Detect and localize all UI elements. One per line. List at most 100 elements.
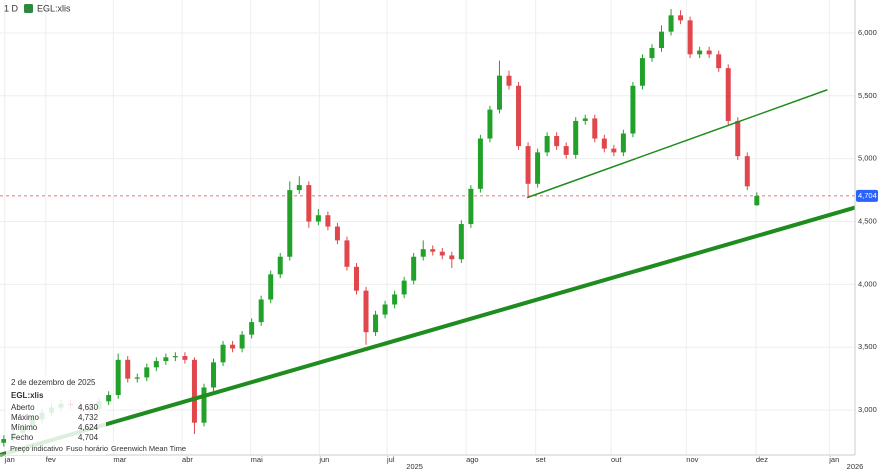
candle-body — [287, 190, 293, 257]
candle-body — [525, 146, 531, 184]
candle-body — [516, 85, 522, 147]
grid — [0, 0, 855, 455]
candle-body — [134, 377, 140, 379]
candle-body — [468, 188, 474, 225]
candle-body — [172, 356, 178, 358]
candle-body — [211, 362, 217, 388]
candle-body — [706, 50, 712, 55]
candle-body — [277, 256, 283, 275]
candle-body — [439, 251, 445, 256]
candle-body — [506, 75, 512, 86]
legend-label: Mínimo — [11, 423, 38, 432]
candle-body — [744, 156, 750, 187]
legend-value: 4,630 — [78, 403, 99, 412]
candle-body — [725, 68, 731, 121]
trend-line — [526, 89, 828, 199]
x-tick-label: ago — [466, 455, 479, 464]
candle-body — [401, 280, 407, 295]
x-tick-label: out — [611, 455, 622, 464]
candle-body — [249, 322, 255, 335]
x-tick-label: dez — [756, 455, 768, 464]
legend-box — [6, 375, 106, 455]
candle-body — [687, 20, 693, 55]
candle-body — [182, 356, 188, 360]
candle-body — [382, 304, 388, 315]
candle-body — [1, 439, 7, 443]
year-label: 2025 — [406, 462, 423, 471]
candle-body — [106, 395, 112, 402]
candle-body — [268, 274, 274, 300]
x-tick-label: abr — [182, 455, 193, 464]
candle-body — [573, 120, 579, 155]
candle-body — [411, 256, 417, 281]
candle-body — [420, 249, 426, 257]
candle-body — [258, 299, 264, 323]
interval: 1 D — [4, 3, 19, 13]
candle-body — [697, 50, 703, 55]
candle-body — [735, 120, 741, 157]
candle-body — [125, 359, 131, 379]
candle-body — [458, 224, 464, 260]
candle-body — [430, 249, 436, 252]
legend-value: 4,732 — [78, 413, 99, 422]
candle-body — [153, 361, 159, 368]
candle-body — [620, 133, 626, 153]
candle-body — [392, 294, 398, 305]
chart-title: EGL:xlis — [37, 3, 71, 13]
candle-body — [649, 48, 655, 59]
candle-body — [163, 357, 169, 362]
candle-body — [239, 334, 245, 349]
candle-body — [144, 367, 150, 378]
candle-body — [477, 138, 483, 189]
candle-body — [678, 15, 684, 21]
candle-body — [554, 136, 560, 147]
x-tick-label: mai — [251, 455, 263, 464]
y-tick-label: 3,500 — [858, 342, 877, 351]
candle-body — [230, 344, 236, 349]
candle-body — [563, 146, 569, 155]
x-tick-label: fev — [46, 455, 56, 464]
candle-body — [363, 290, 369, 333]
x-tick-label: jun — [318, 455, 329, 464]
candle-body — [306, 185, 312, 222]
candle-body — [611, 148, 617, 153]
candle-body — [344, 240, 350, 267]
symbol-icon — [24, 4, 33, 13]
x-tick-label: jul — [386, 455, 395, 464]
candle-body — [191, 359, 197, 423]
candle-body — [115, 359, 121, 396]
candle-body — [496, 75, 502, 110]
candle-body — [449, 255, 455, 260]
x-tick-label: nov — [686, 455, 698, 464]
x-tick-label: jan — [4, 455, 15, 464]
legend-label: Fecho — [11, 433, 34, 442]
y-tick-label: 4,000 — [858, 279, 877, 288]
legend-footer: Fuso horário — [66, 444, 108, 453]
y-tick-label: 5,000 — [858, 154, 877, 163]
candle-body — [754, 195, 760, 206]
candle-body — [353, 266, 359, 291]
candle-body — [544, 136, 550, 153]
candle-body — [373, 314, 379, 333]
y-tick-label: 3,000 — [858, 405, 877, 414]
candle-body — [716, 54, 722, 69]
year-label: 2026 — [847, 462, 864, 471]
candle-body — [601, 138, 607, 149]
legend-symbol: EGL:xlis — [11, 391, 44, 400]
candle-body — [315, 215, 321, 222]
candle-body — [334, 226, 340, 241]
candle-body — [220, 344, 226, 363]
trend-line — [0, 205, 856, 457]
last-price-label: 4,704 — [858, 191, 877, 200]
y-tick-label: 6,000 — [858, 28, 877, 37]
candle-body — [325, 215, 331, 227]
legend-date: 2 de dezembro de 2025 — [11, 378, 96, 387]
legend-label: Máximo — [11, 413, 40, 422]
y-tick-label: 4,500 — [858, 217, 877, 226]
legend-footer: Preço indicativo — [10, 444, 63, 453]
x-tick-label: mar — [113, 455, 126, 464]
candle-body — [592, 118, 598, 139]
candle-body — [296, 185, 302, 191]
